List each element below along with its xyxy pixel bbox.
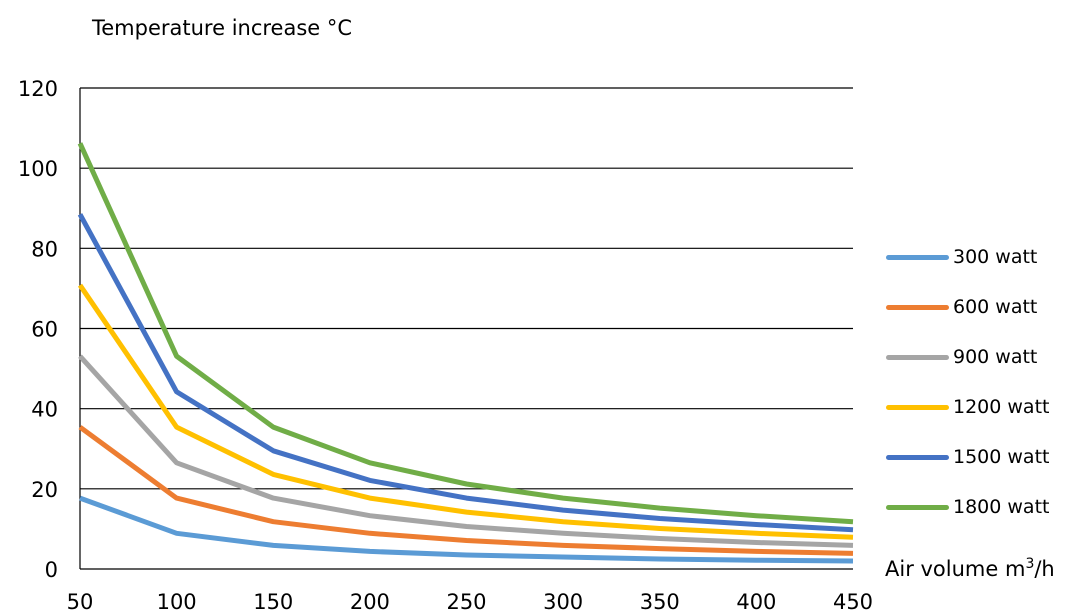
legend-swatch [886,254,949,260]
legend-swatch [886,304,949,310]
legend-item: 900 watt [886,332,1076,382]
legend-swatch [886,354,949,360]
x-tick-label: 50 [67,590,94,614]
series-lines [77,142,854,564]
y-tick-label: 80 [31,237,58,261]
legend-item: 300 watt [886,232,1076,282]
legend-item: 600 watt [886,282,1076,332]
x-axis-title-text: Air volume m [885,557,1026,581]
legend-item: 1500 watt [886,432,1076,482]
series-line-300-watt [79,495,854,564]
x-tick-label: 400 [736,590,776,614]
y-tick-label: 0 [45,558,58,582]
x-tick-label: 200 [350,590,390,614]
series-line-1500-watt [77,213,854,533]
legend-swatch [886,454,949,460]
grid-lines [80,87,853,490]
series-line-1200-watt [77,283,854,540]
legend-label: 300 watt [953,246,1038,268]
legend-item: 1800 watt [886,482,1076,532]
series-line-1800-watt [77,142,854,525]
x-tick-label: 250 [446,590,486,614]
legend-label: 600 watt [953,296,1038,318]
x-tick-label: 150 [253,590,293,614]
axes [79,88,853,570]
series-line-900-watt [78,354,854,548]
y-axis-title: Temperature increase °C [92,16,353,40]
legend-label: 1200 watt [953,396,1050,418]
y-tick-label: 120 [18,77,58,101]
series-line-600-watt [78,425,854,556]
x-axis-title-tail: /h [1034,557,1055,581]
tick-labels: 0 20 40 60 80 100 120 50 100 150 200 250 300 350 400 45… [18,77,873,614]
legend-label: 1500 watt [953,446,1050,468]
y-tick-label: 100 [18,157,58,181]
x-tick-label: 350 [640,590,680,614]
x-tick-label: 100 [157,590,197,614]
legend-item: 1200 watt [886,382,1076,432]
y-tick-label: 40 [31,398,58,422]
legend-swatch [886,404,949,410]
y-tick-label: 60 [31,318,58,342]
y-tick-label: 20 [31,478,58,502]
x-tick-label: 300 [543,590,583,614]
x-axis-title: Air volume m3/h [885,556,1055,581]
legend: 300 watt 600 watt 900 watt 1200 watt 1500 wa… [886,232,1076,532]
legend-swatch [886,504,949,510]
x-axis-title-superscript: 3 [1025,556,1035,572]
legend-label: 900 watt [953,346,1038,368]
x-tick-label: 450 [833,590,873,614]
legend-label: 1800 watt [953,496,1050,518]
